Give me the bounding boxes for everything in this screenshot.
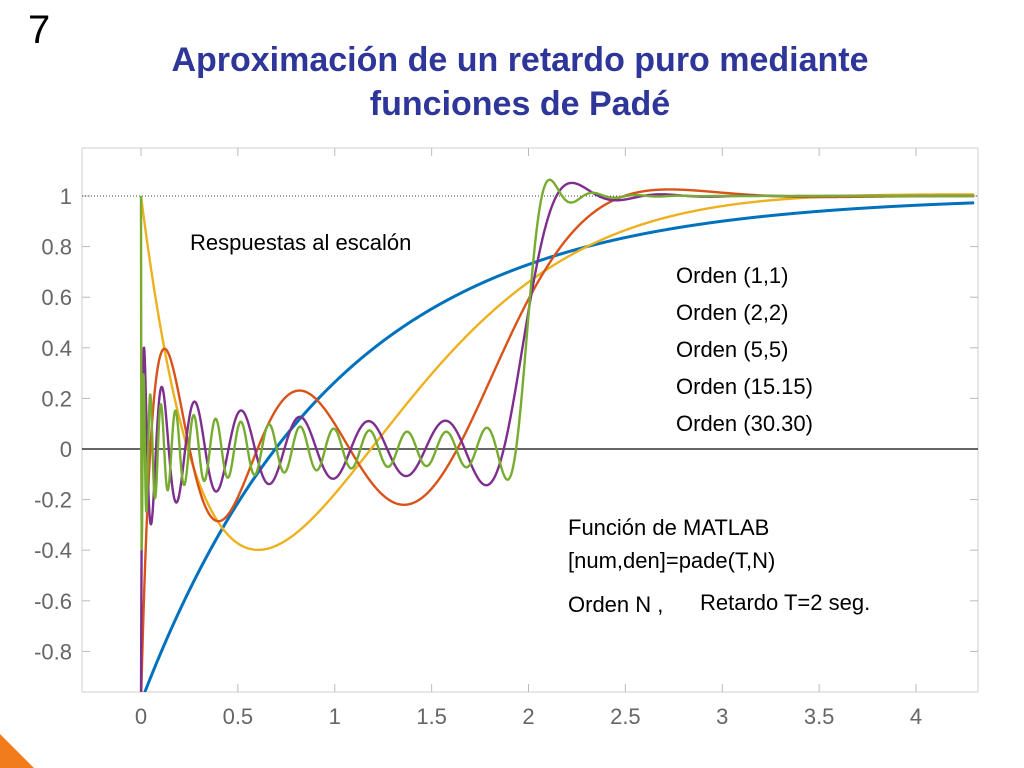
y-tick-label: 0.8: [41, 235, 72, 260]
series-line-order-15: [139, 181, 976, 692]
matlab-annotation: Función de MATLAB [num,den]=pade(T,N) Or…: [568, 515, 870, 617]
y-tick-label: 0.4: [41, 336, 72, 361]
y-tick-label: 0.6: [41, 285, 72, 310]
series-line-order-1: [143, 201, 976, 692]
x-tick-label: 3: [716, 704, 728, 729]
y-tick-label: -0.8: [34, 639, 72, 664]
x-tick-label: 0.5: [223, 704, 254, 729]
series-line-order-30: [139, 178, 976, 551]
legend-entry-order-2: Orden (2,2): [676, 300, 789, 325]
x-tick-label: 3.5: [804, 704, 835, 729]
y-tick-label: 1: [60, 184, 72, 209]
x-tick-label: 0: [135, 704, 147, 729]
slide-title-line2: funciones de Padé: [369, 85, 671, 123]
legend-entry-order-5: Orden (5,5): [676, 337, 789, 362]
x-tick-label: 4: [910, 704, 922, 729]
x-tick-label: 2.5: [610, 704, 641, 729]
legend-entry-order-1: Orden (1,1): [676, 263, 789, 288]
x-tick-label: 1: [329, 704, 341, 729]
y-tick-label: -0.2: [34, 488, 72, 513]
series-lines: [139, 178, 976, 692]
x-tick-label: 2: [522, 704, 534, 729]
delay-label: Retardo T=2 seg.: [700, 590, 870, 615]
legend-entry-order-30: Orden (30.30): [676, 411, 813, 436]
chart-title: Respuestas al escalón: [190, 230, 411, 255]
y-tick-label: -0.4: [34, 538, 72, 563]
order-n-label: Orden N ,: [568, 592, 663, 617]
matlab-function-label: Función de MATLAB: [568, 515, 769, 540]
x-tick-label: 1.5: [416, 704, 447, 729]
legend-entry-order-15: Orden (15.15): [676, 374, 813, 399]
slide-number: 7: [28, 8, 51, 52]
chart-legend: Orden (1,1) Orden (2,2) Orden (5,5) Orde…: [676, 263, 813, 436]
reference-lines: [82, 195, 978, 450]
slide-title-line1: Aproximación de un retardo puro mediante: [171, 41, 869, 79]
y-tick-label: 0: [60, 437, 72, 462]
slide-title: Aproximación de un retardo puro mediante…: [80, 38, 960, 126]
plot-frame: [81, 147, 979, 693]
matlab-pade-call: [num,den]=pade(T,N): [568, 548, 775, 573]
y-tick-label: 0.2: [41, 386, 72, 411]
y-tick-label: -0.6: [34, 589, 72, 614]
corner-accent-shape: [0, 734, 34, 768]
series-line-order-5: [140, 188, 975, 692]
axis-ticks: 0 0.5 1 1.5 2 2.5 3 3.5 4 1 0.8 0.6 0.4 0.2 0 -0.2 -0.4 -…: [34, 148, 978, 729]
